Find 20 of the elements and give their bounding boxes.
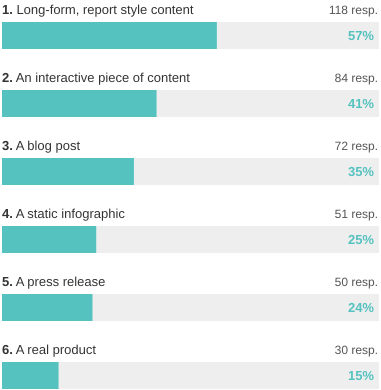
y-tick-label: 3. A blog post	[2, 138, 80, 153]
annotation: 72 resp.	[334, 139, 378, 153]
annotation: 118 resp.	[328, 3, 378, 17]
data-label: 41%	[348, 96, 374, 111]
annotation: 50 resp.	[334, 275, 378, 289]
data-label: 57%	[348, 28, 374, 43]
y-tick-label: 6. A real product	[2, 342, 96, 357]
annotation: 84 resp.	[334, 71, 378, 85]
data-label: 35%	[348, 164, 374, 179]
data-label: 25%	[348, 232, 374, 247]
bar	[2, 362, 59, 389]
data-label: 15%	[348, 368, 374, 383]
y-tick-label: 4. A static infographic	[2, 206, 126, 221]
annotation: 51 resp.	[334, 207, 378, 221]
bar	[2, 294, 92, 321]
y-tick-label: 5. A press release	[2, 274, 106, 289]
annotation: 30 resp.	[334, 343, 378, 357]
y-tick-label: 2. An interactive piece of content	[2, 70, 190, 85]
y-tick-label: 1. Long-form, report style content	[2, 2, 194, 17]
data-label: 24%	[348, 300, 374, 315]
